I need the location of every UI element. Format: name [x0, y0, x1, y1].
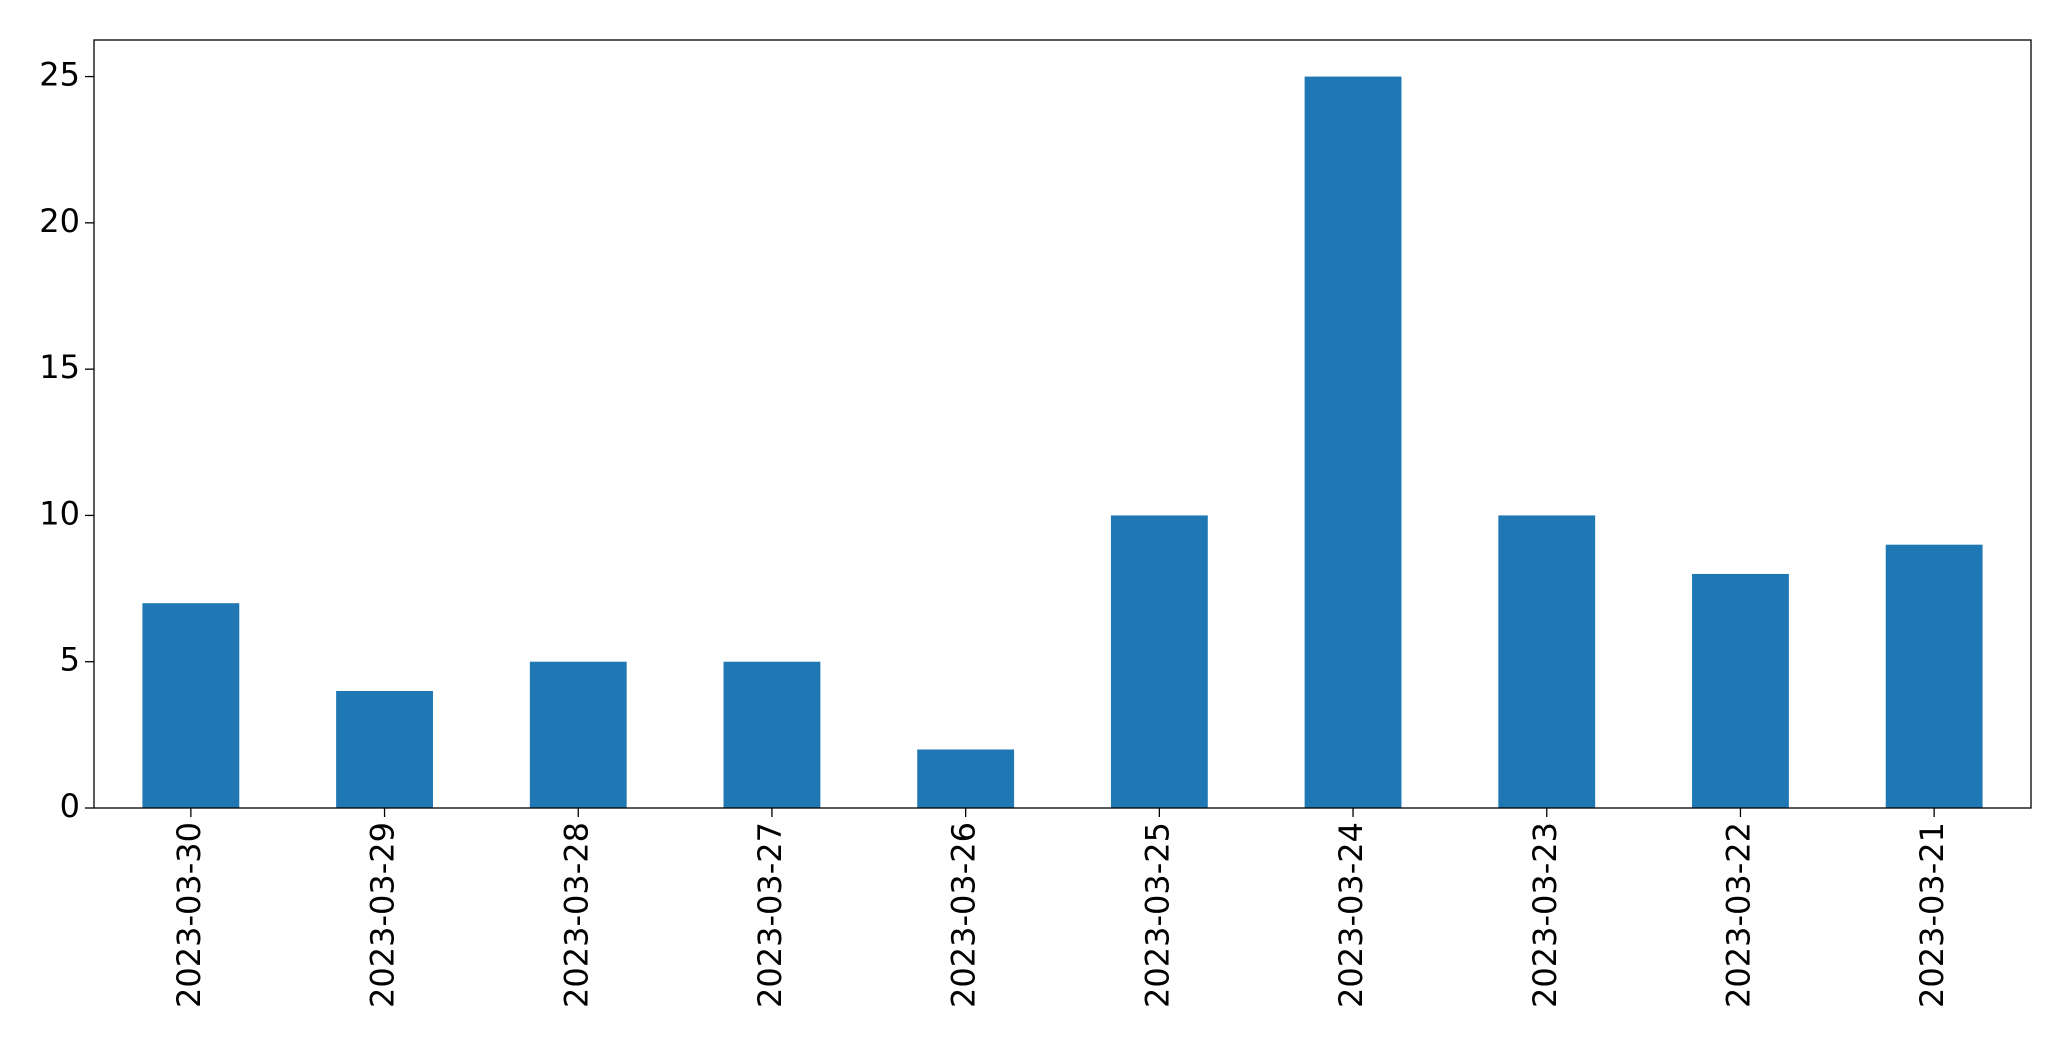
y-tick-label: 25 — [39, 56, 80, 94]
x-tick-label: 2023-03-27 — [751, 822, 789, 1008]
bar — [1304, 76, 1402, 809]
bar — [529, 661, 627, 808]
x-tick-label: 2023-03-28 — [557, 822, 595, 1008]
bar — [1692, 573, 1789, 808]
plot-frame — [93, 39, 2032, 809]
bar — [1885, 544, 1983, 808]
x-tick-label: 2023-03-21 — [1913, 822, 1951, 1008]
bar — [917, 749, 1015, 808]
x-tick-label: 2023-03-22 — [1719, 822, 1757, 1008]
y-tick-label: 20 — [39, 202, 80, 240]
bar — [1498, 515, 1596, 808]
y-tick-label: 0 — [60, 787, 80, 825]
bar — [336, 690, 433, 808]
bar — [142, 603, 240, 808]
bar — [723, 661, 821, 808]
y-tick-label: 10 — [39, 494, 80, 532]
y-tick-label: 5 — [60, 641, 80, 679]
x-tick-label: 2023-03-24 — [1332, 822, 1370, 1008]
x-tick-label: 2023-03-30 — [170, 822, 208, 1008]
y-tick-label: 15 — [39, 348, 80, 386]
bar — [1110, 515, 1208, 808]
x-tick-label: 2023-03-23 — [1526, 822, 1564, 1008]
x-tick-label: 2023-03-26 — [945, 822, 983, 1008]
x-tick-label: 2023-03-29 — [364, 822, 402, 1008]
x-tick-label: 2023-03-25 — [1138, 822, 1176, 1008]
